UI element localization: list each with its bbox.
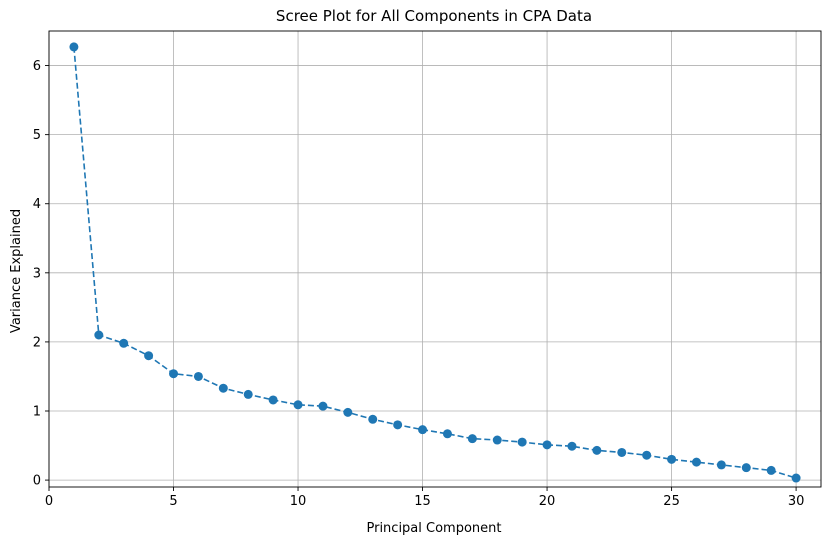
data-point [293,400,303,410]
data-point [492,435,502,445]
y-tick-label: 0 [33,474,41,489]
y-tick-label: 6 [33,59,41,74]
plot-area [48,30,822,488]
data-point [393,420,403,430]
data-point [642,450,652,460]
data-point [268,395,278,405]
data-point [119,338,129,348]
chart-title: Scree Plot for All Components in CPA Dat… [276,7,592,25]
grid-lines [48,31,821,487]
x-tick-label: 15 [414,494,431,509]
data-point [193,371,203,381]
y-tick-label: 2 [33,335,41,350]
data-point [716,460,726,470]
data-point [467,434,477,444]
data-point [542,440,552,450]
data-point [368,414,378,424]
data-point [741,463,751,473]
y-tick-label: 1 [33,405,41,420]
data-point [218,383,228,393]
x-axis: 0 5 10 15 20 25 30 [45,487,805,509]
data-point [243,389,253,399]
data-point [169,369,179,379]
data-point [617,447,627,457]
y-tick-label: 4 [33,197,41,212]
x-tick-label: 20 [539,494,556,509]
data-point [517,437,527,447]
data-point [567,441,577,451]
data-point [343,407,353,417]
data-point [144,351,154,361]
data-point [592,445,602,455]
y-tick-label: 3 [33,266,41,281]
data-point [418,425,428,435]
data-point [94,330,104,340]
y-tick-label: 5 [33,128,41,143]
data-point [667,454,677,464]
x-tick-label: 0 [45,494,53,509]
x-tick-label: 30 [788,494,805,509]
axes-frame [48,30,822,488]
x-tick-label: 5 [169,494,177,509]
y-axis-title: Variance Explained [9,209,24,333]
data-point [766,465,776,475]
data-point [69,42,79,52]
x-tick-label: 10 [290,494,307,509]
data-point [691,457,701,467]
data-point [791,473,801,483]
x-tick-label: 25 [663,494,680,509]
x-axis-title: Principal Component [366,521,501,536]
y-axis: 0 1 2 3 4 5 6 [33,59,49,489]
series-line [73,46,797,479]
data-point [318,401,328,411]
data-point [442,429,452,439]
